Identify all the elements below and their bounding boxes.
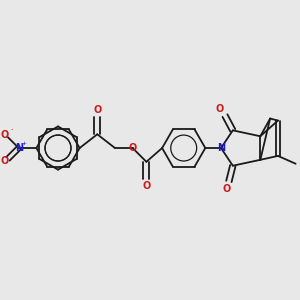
Text: O: O: [93, 105, 101, 115]
Text: O: O: [128, 143, 137, 153]
Text: O: O: [216, 104, 224, 114]
Text: -: -: [11, 126, 13, 132]
Text: O: O: [142, 181, 151, 191]
Text: O: O: [1, 130, 9, 140]
Text: N: N: [217, 143, 225, 153]
Text: O: O: [1, 156, 9, 166]
Text: N: N: [15, 143, 23, 153]
Text: +: +: [21, 141, 26, 146]
Text: O: O: [223, 184, 231, 194]
